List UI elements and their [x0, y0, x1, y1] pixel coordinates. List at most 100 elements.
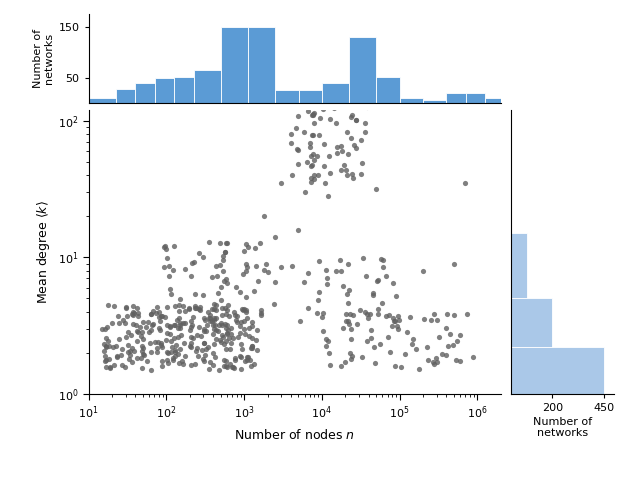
Point: [218, 267, 228, 275]
Point: [210, 354, 220, 361]
Point: [324, 349, 334, 357]
Point: [381, 312, 391, 320]
Point: [216, 311, 227, 319]
Point: [108, 361, 118, 369]
Point: [429, 360, 439, 368]
Point: [365, 311, 375, 318]
Point: [215, 239, 225, 247]
Point: [170, 348, 180, 356]
Point: [352, 321, 362, 328]
Point: [253, 277, 263, 285]
Point: [221, 276, 231, 283]
Bar: [349, 37, 376, 103]
Point: [220, 249, 230, 256]
Point: [242, 314, 252, 322]
Point: [287, 171, 297, 179]
Point: [345, 349, 355, 357]
Point: [248, 334, 258, 341]
Point: [200, 352, 210, 360]
Point: [210, 325, 220, 333]
Point: [131, 321, 141, 328]
Point: [123, 341, 133, 348]
Point: [138, 318, 148, 326]
Point: [368, 291, 379, 299]
Point: [113, 352, 123, 360]
Point: [102, 323, 112, 331]
Point: [370, 359, 380, 366]
Bar: [446, 93, 466, 103]
Point: [339, 161, 349, 168]
Point: [165, 285, 175, 292]
Point: [204, 366, 215, 373]
Point: [125, 348, 135, 355]
Point: [211, 306, 221, 314]
Point: [128, 308, 138, 316]
Point: [299, 128, 309, 136]
Point: [241, 261, 251, 268]
Point: [216, 319, 226, 326]
Point: [241, 306, 251, 314]
Point: [173, 350, 183, 358]
Point: [206, 317, 216, 325]
Point: [423, 356, 433, 364]
Point: [222, 239, 232, 247]
Point: [222, 322, 232, 329]
Point: [318, 309, 329, 316]
Point: [97, 325, 108, 333]
Point: [339, 358, 349, 366]
Point: [170, 242, 180, 250]
Point: [336, 363, 346, 371]
Point: [170, 322, 180, 329]
Point: [209, 305, 219, 313]
Point: [306, 178, 316, 186]
Point: [294, 226, 304, 233]
Point: [329, 104, 339, 112]
Point: [341, 166, 351, 174]
Point: [406, 340, 417, 348]
Point: [125, 351, 135, 359]
Point: [241, 267, 251, 275]
Point: [318, 140, 329, 148]
X-axis label: Number of nodes $n$: Number of nodes $n$: [234, 428, 355, 442]
Point: [218, 252, 228, 260]
Point: [201, 346, 211, 353]
Point: [346, 170, 356, 178]
Point: [204, 314, 215, 322]
Point: [342, 261, 353, 268]
Point: [219, 277, 229, 285]
Point: [120, 303, 130, 311]
Point: [104, 342, 114, 349]
Point: [411, 346, 421, 353]
Point: [136, 354, 146, 361]
Point: [194, 324, 204, 331]
Point: [349, 141, 359, 149]
Point: [373, 305, 384, 312]
Point: [387, 322, 398, 330]
Point: [205, 311, 215, 318]
Point: [303, 304, 313, 312]
Point: [213, 322, 223, 329]
Point: [175, 332, 185, 339]
Point: [187, 259, 197, 267]
Point: [127, 310, 137, 318]
Point: [239, 247, 249, 255]
Point: [390, 317, 400, 325]
Point: [177, 357, 187, 365]
Point: [159, 243, 169, 251]
Point: [336, 142, 346, 150]
Point: [375, 340, 385, 348]
Point: [204, 239, 215, 246]
Point: [376, 255, 386, 263]
Point: [185, 339, 196, 347]
Point: [210, 321, 220, 329]
Point: [128, 320, 138, 328]
Point: [221, 324, 231, 331]
Point: [344, 317, 354, 324]
Bar: [116, 89, 135, 103]
Point: [101, 356, 111, 364]
Point: [218, 362, 229, 370]
Bar: [89, 98, 116, 103]
Point: [226, 330, 236, 338]
Point: [306, 163, 316, 170]
Point: [175, 324, 185, 332]
